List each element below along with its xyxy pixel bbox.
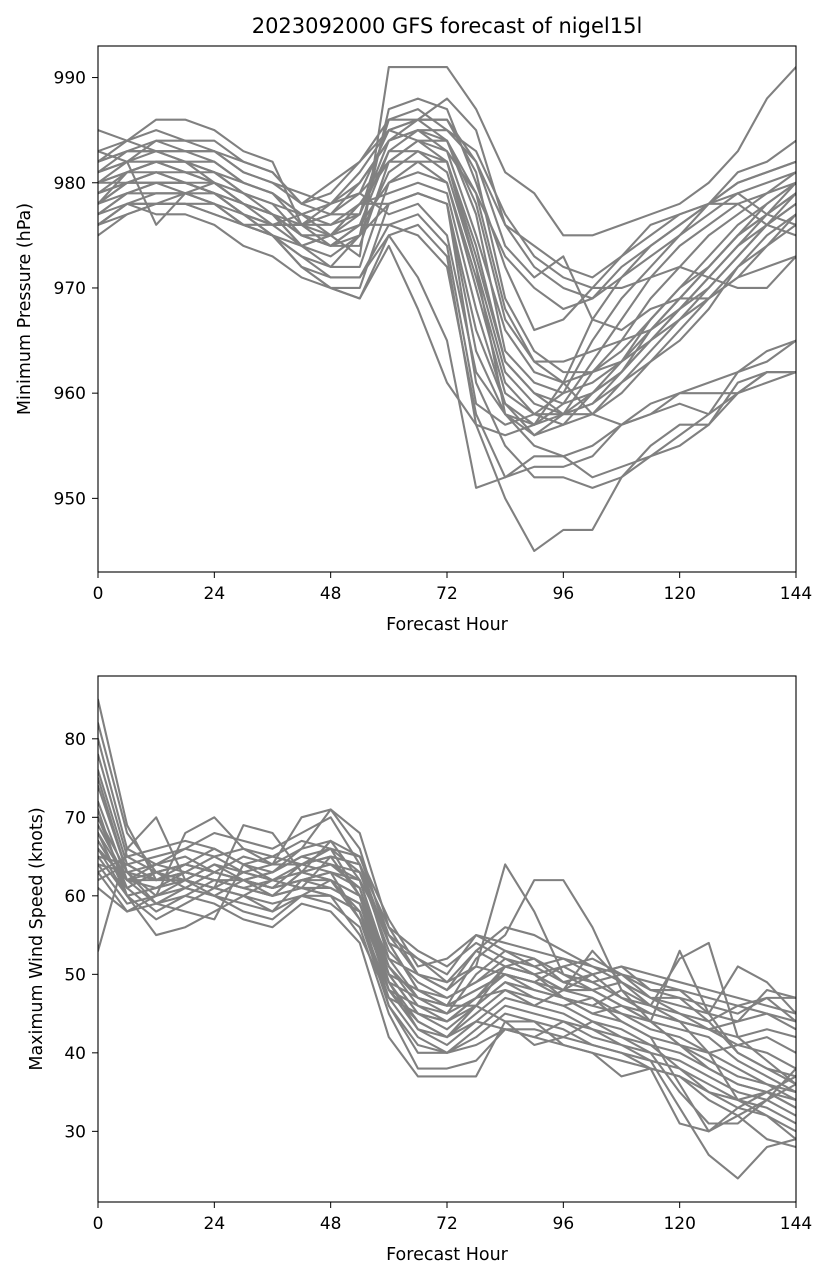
y-tick-label: 60 (64, 887, 86, 907)
x-tick-label: 144 (780, 584, 812, 604)
x-tick-label: 48 (320, 584, 342, 604)
x-tick-label: 48 (320, 1214, 342, 1234)
series-line-12 (98, 839, 796, 1015)
x-axis-label: Forecast Hour (386, 1245, 509, 1265)
series-line-21 (98, 192, 796, 479)
x-tick-label: 0 (93, 1214, 104, 1234)
y-tick-label: 980 (54, 174, 86, 194)
series-line-20 (98, 181, 796, 489)
series-line-23 (98, 871, 796, 1133)
y-tick-label: 960 (54, 384, 86, 404)
chart-title: 2023092000 GFS forecast of nigel15l (252, 14, 643, 38)
y-tick-label: 70 (64, 808, 86, 828)
series-line-27 (98, 129, 796, 279)
y-tick-label: 990 (54, 69, 86, 89)
series-line-22 (98, 863, 796, 1180)
x-tick-label: 120 (663, 584, 695, 604)
wind-speed-plot: 0 24 48 72 96 120 144 30 40 50 60 70 80 Forecast Hour… (27, 675, 812, 1265)
y-tick-label: 50 (64, 965, 86, 985)
series-line-22 (98, 202, 796, 489)
y-tick-label: 30 (64, 1122, 86, 1142)
x-tick-label: 24 (204, 1214, 226, 1234)
series-line-27 (98, 847, 796, 1054)
y-tick-label: 970 (54, 279, 86, 299)
x-tick-label: 24 (204, 584, 226, 604)
y-tick-label: 950 (54, 489, 86, 509)
y-tick-label: 80 (64, 730, 86, 750)
x-tick-label: 96 (553, 1214, 575, 1234)
y-tick-label: 40 (64, 1044, 86, 1064)
y-axis-label: Maximum Wind Speed (knots) (27, 807, 47, 1070)
pressure-plot: 0 24 48 72 96 120 144 950 960 970 980 990 Forecast H… (15, 45, 812, 635)
series-group (98, 698, 796, 1180)
x-tick-label: 144 (780, 1214, 812, 1234)
x-tick-label: 120 (663, 1214, 695, 1234)
x-tick-label: 96 (553, 584, 575, 604)
x-tick-label: 0 (93, 584, 104, 604)
series-line-26 (98, 839, 796, 1031)
x-tick-label: 72 (436, 1214, 458, 1234)
series-line-14 (98, 808, 796, 1023)
series-group (98, 65, 796, 553)
x-tick-label: 72 (436, 584, 458, 604)
y-axis-label: Minimum Pressure (hPa) (15, 203, 35, 415)
series-line-25 (98, 831, 796, 1023)
x-axis-label: Forecast Hour (386, 615, 509, 635)
series-line-23 (98, 202, 796, 553)
series-line-25 (98, 118, 796, 332)
